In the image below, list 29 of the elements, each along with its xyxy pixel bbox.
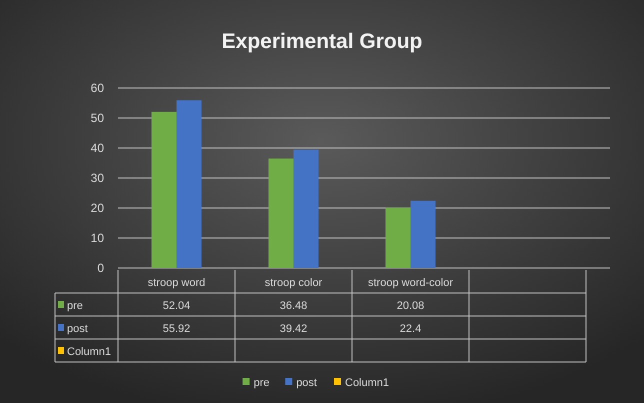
text: Column1: [345, 377, 390, 389]
text: post: [296, 377, 317, 389]
bar: [410, 200, 436, 268]
legend-label: pre: [67, 300, 83, 312]
x-tick-label: stroop color: [264, 277, 323, 289]
x-tick-label: stroop word-color: [368, 277, 454, 289]
data-label: 52.04: [162, 300, 190, 312]
text: pre: [254, 377, 270, 389]
y-tick-label: 30: [90, 171, 104, 185]
bar: [152, 112, 176, 268]
legend-label: post: [67, 323, 88, 335]
data-label: 20.08: [396, 300, 424, 312]
bar: [176, 100, 202, 268]
data-label: 36.48: [280, 300, 308, 312]
y-tick-label: 10: [90, 231, 104, 245]
legend-label: Column1: [67, 346, 112, 358]
y-tick-label: 60: [90, 81, 104, 95]
y-tick-label: 0: [97, 261, 104, 275]
data-label: 22.4: [400, 323, 422, 335]
y-tick-label: 40: [90, 141, 104, 155]
y-tick-label: 50: [90, 111, 104, 125]
bar: [294, 150, 318, 268]
bar: [268, 158, 294, 268]
bar: [386, 208, 410, 268]
x-tick-label: stroop word: [148, 277, 206, 289]
data-label: 39.42: [280, 323, 308, 335]
y-tick-label: 20: [90, 201, 104, 215]
data-label: 55.92: [162, 323, 190, 335]
chart-title: Experimental Group: [222, 30, 422, 53]
